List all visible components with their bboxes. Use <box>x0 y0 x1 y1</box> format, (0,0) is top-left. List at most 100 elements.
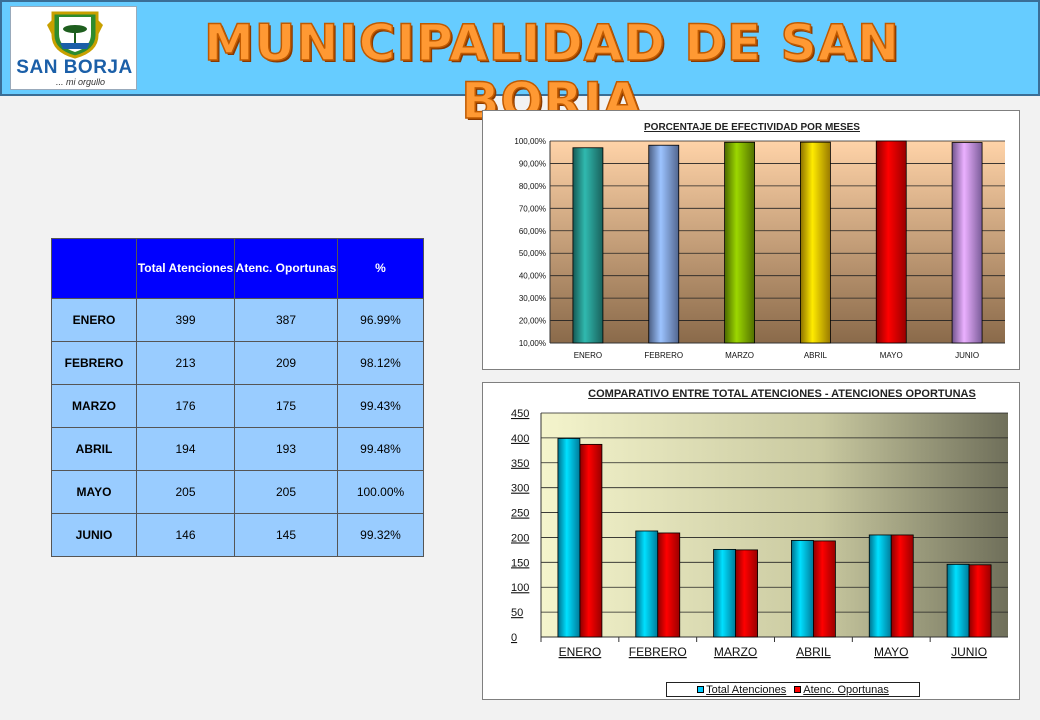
bar <box>724 141 755 344</box>
bar <box>572 147 604 344</box>
table-cell-month: JUNIO <box>51 513 137 557</box>
legend-item: Atenc. Oportunas <box>794 684 889 696</box>
table-cell-total: 213 <box>136 341 235 385</box>
legend-label-oportunas: Atenc. Oportunas <box>803 683 889 696</box>
table-cell-oportunas: 387 <box>234 298 338 342</box>
bar <box>791 540 814 638</box>
y-tick-label: 150 <box>511 557 529 569</box>
table-cell-total: 399 <box>136 298 235 342</box>
bar <box>951 142 983 344</box>
table-cell-month: ABRIL <box>51 427 137 471</box>
y-tick-label: 50 <box>511 607 523 619</box>
table-cell-percent: 99.43% <box>337 384 424 428</box>
table-cell-percent: 98.12% <box>337 341 424 385</box>
bar <box>735 549 758 638</box>
logo-tagline: ... mi orgullo <box>56 77 106 87</box>
x-tick-label: FEBRERO <box>629 645 687 659</box>
y-tick-label: 250 <box>511 508 529 520</box>
y-tick-label: 20,00% <box>519 317 546 326</box>
comparison-chart-legend: Total Atenciones Atenc. Oportunas <box>666 682 920 697</box>
table-header-percent: % <box>337 238 424 299</box>
comparison-chart: 0 50 100 150 200 250 300 350 400 450 ENERO FEBRERO M… <box>482 382 1020 700</box>
bar <box>813 540 836 638</box>
table-row: FEBRERO 213 209 98.12% <box>51 341 424 385</box>
x-tick-label: ABRIL <box>796 645 831 659</box>
y-tick-label: 30,00% <box>519 294 546 303</box>
plot-area <box>550 141 1005 343</box>
x-tick-label: ENERO <box>559 645 602 659</box>
table-cell-percent: 99.48% <box>337 427 424 471</box>
header-banner: SAN BORJA ... mi orgullo MUNICIPALIDAD D… <box>0 0 1040 131</box>
attention-table: Total Atenciones Atenc. Oportunas % ENER… <box>51 238 424 557</box>
table-row: JUNIO 146 145 99.32% <box>51 513 424 557</box>
x-tick-label: MAYO <box>880 351 903 360</box>
logo-text: SAN BORJA <box>16 57 133 78</box>
y-tick-label: 60,00% <box>519 227 546 236</box>
table-cell-total: 194 <box>136 427 235 471</box>
legend-label-total: Total Atenciones <box>706 683 787 696</box>
y-tick-label: 10,00% <box>519 339 546 348</box>
legend-item: Total Atenciones <box>697 684 786 696</box>
table-cell-month: MAYO <box>51 470 137 514</box>
legend-key-total <box>697 686 705 693</box>
table-cell-month: MARZO <box>51 384 137 428</box>
y-tick-label: 400 <box>511 433 529 445</box>
x-tick-label: MARZO <box>714 645 757 659</box>
table-cell-percent: 99.32% <box>337 513 424 557</box>
table-cell-month: ENERO <box>51 298 137 342</box>
table-cell-oportunas: 145 <box>234 513 338 557</box>
bar <box>890 534 914 638</box>
table-cell-oportunas: 175 <box>234 384 338 428</box>
x-tick-label: ENERO <box>574 351 602 360</box>
table-header-total: Total Atenciones <box>136 238 235 299</box>
bar <box>635 530 659 638</box>
crest-icon <box>47 11 103 59</box>
y-tick-label: 100 <box>511 582 529 594</box>
legend-key-oportunas <box>794 686 802 693</box>
y-tick-label: 50,00% <box>519 249 546 258</box>
x-tick-label: FEBRERO <box>644 351 683 360</box>
table-header-empty <box>51 238 137 299</box>
table-header-oportunas: Atenc. Oportunas <box>234 238 338 299</box>
x-tick-label: JUNIO <box>951 645 987 659</box>
plot-area <box>541 413 1008 637</box>
bar <box>875 140 907 344</box>
y-tick-label: 0 <box>511 632 517 644</box>
bar <box>946 563 970 638</box>
bar <box>713 548 736 638</box>
bar <box>657 532 681 638</box>
table-cell-percent: 100.00% <box>337 470 424 514</box>
y-tick-label: 80,00% <box>519 182 546 191</box>
y-tick-label: 350 <box>511 458 529 470</box>
x-tick-label: ABRIL <box>804 351 828 360</box>
table-cell-total: 146 <box>136 513 235 557</box>
table-row: ABRIL 194 193 99.48% <box>51 427 424 471</box>
effectiveness-chart-plot: 10,00% 20,00% 30,00% 40,00% 50,00% 60,00% 70,0… <box>514 137 1005 360</box>
bar <box>557 437 581 638</box>
y-tick-label: 450 <box>511 408 529 420</box>
effectiveness-chart: 10,00% 20,00% 30,00% 40,00% 50,00% 60,00% 70,0… <box>482 110 1020 370</box>
effectiveness-chart-title: PORCENTAJE DE EFECTIVIDAD POR MESES <box>644 122 860 133</box>
table-cell-percent: 96.99% <box>337 298 424 342</box>
x-tick-label: JUNIO <box>955 351 979 360</box>
y-tick-label: 90,00% <box>519 159 546 168</box>
y-tick-label: 300 <box>511 483 529 495</box>
table-cell-month: FEBRERO <box>51 341 137 385</box>
bar <box>648 144 680 344</box>
comparison-chart-title: COMPARATIVO ENTRE TOTAL ATENCIONES - ATE… <box>588 388 976 400</box>
municipality-logo: SAN BORJA ... mi orgullo <box>10 6 137 90</box>
table-row: MAYO 205 205 100.00% <box>51 470 424 514</box>
table-row: MARZO 176 175 99.43% <box>51 384 424 428</box>
y-tick-label: 100,00% <box>514 137 546 146</box>
table-header-row: Total Atenciones Atenc. Oportunas % <box>51 238 424 299</box>
table-cell-oportunas: 193 <box>234 427 338 471</box>
x-tick-label: MARZO <box>725 351 754 360</box>
y-tick-label: 40,00% <box>519 272 546 281</box>
bar <box>800 141 831 344</box>
table-cell-oportunas: 205 <box>234 470 338 514</box>
x-tick-label: MAYO <box>874 645 908 659</box>
y-tick-label: 70,00% <box>519 204 546 213</box>
table-cell-total: 176 <box>136 384 235 428</box>
table-cell-total: 205 <box>136 470 235 514</box>
bar <box>868 534 892 638</box>
